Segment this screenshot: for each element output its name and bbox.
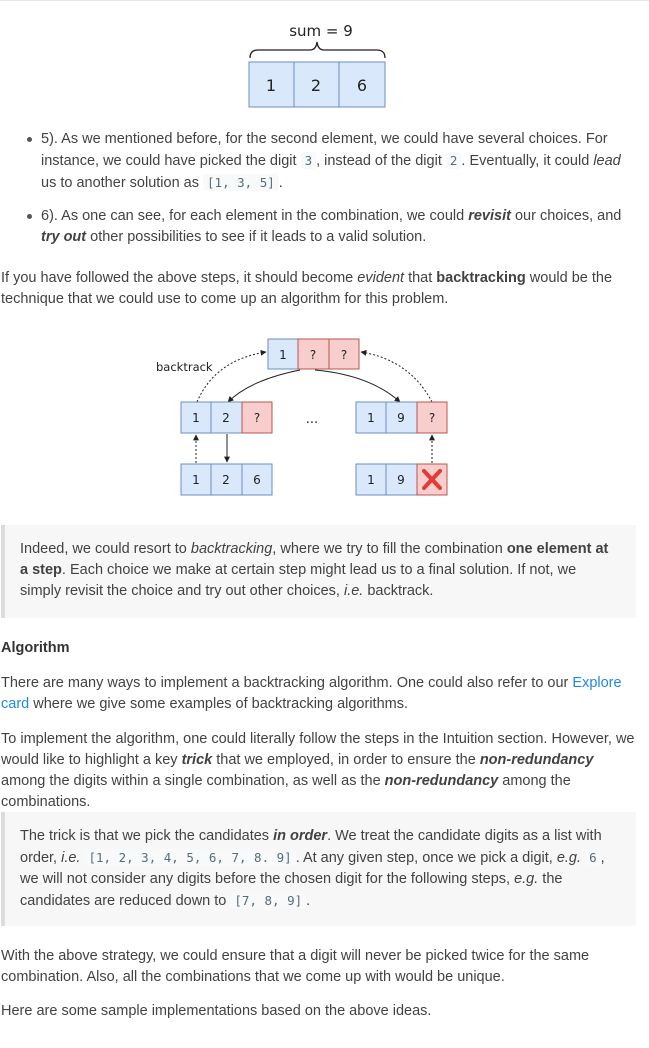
figure-backtracking-tree: 1 ? ? backtrack 1 2 ? ... 1 9 ? 1 2 6 1 …: [156, 338, 448, 496]
svg-text:6: 6: [253, 473, 261, 487]
top-divider: [0, 0, 649, 1]
ellipsis: ...: [306, 412, 318, 427]
cell-2-value: 2: [311, 76, 321, 95]
inline-code: [1, 3, 5]: [203, 174, 279, 191]
branch-right: [314, 369, 401, 403]
svg-text:1: 1: [367, 473, 375, 487]
backtrack-label: backtrack: [156, 360, 213, 374]
cell-2: [293, 61, 340, 108]
inline-code: [1, 2, 3, 4, 5, 6, 7, 8. 9]: [84, 849, 296, 866]
svg-text:1: 1: [279, 348, 287, 362]
top-cell-2: [297, 338, 330, 370]
blockquote-trick: The trick is that we pick the candidates…: [1, 812, 636, 926]
blockquote-backtracking: Indeed, we could resort to backtracking,…: [1, 525, 636, 618]
section-heading-algorithm: Algorithm: [1, 640, 70, 656]
bullet-step-5: 5). As we mentioned before, for the seco…: [27, 129, 631, 194]
cross-icon: [422, 469, 442, 490]
inline-code: [7, 8, 9]: [230, 892, 307, 909]
svg-text:1: 1: [367, 411, 375, 425]
paragraph-strategy: With the above strategy, we could ensure…: [1, 948, 590, 985]
svg-text:?: ?: [341, 348, 347, 362]
svg-text:?: ?: [429, 411, 435, 425]
svg-text:1: 1: [192, 411, 200, 425]
svg-text:?: ?: [254, 411, 260, 425]
inline-code: 2: [445, 152, 462, 169]
paragraph-ways-to-implement: There are many ways to implement a backt…: [1, 675, 622, 712]
explore-card-link[interactable]: Explore card: [1, 675, 622, 712]
backtrack-left: [196, 349, 267, 403]
cell-1-value: 1: [266, 76, 276, 95]
svg-text:1: 1: [192, 473, 200, 487]
svg-text:?: ?: [310, 348, 316, 362]
branch-left: [227, 369, 301, 403]
figure-sum-combination: sum = 9 1 2 6: [248, 22, 386, 108]
top-cell-3: [328, 338, 360, 370]
svg-text:9: 9: [397, 473, 405, 487]
svg-text:2: 2: [222, 473, 230, 487]
paragraph-evident-backtracking: If you have followed the above steps, it…: [1, 270, 613, 307]
backtrack-right: [360, 349, 433, 403]
cell-3: [338, 61, 386, 108]
cell-3-value: 6: [357, 76, 367, 95]
sum-label: sum = 9: [289, 22, 353, 40]
bullet-step-6: 6). As one can see, for each element in …: [27, 206, 631, 248]
top-cell-1: [267, 338, 299, 370]
paragraph-sample-implementations: Here are some sample implementations bas…: [1, 1003, 432, 1019]
paragraph-trick: To implement the algorithm, one could li…: [1, 731, 635, 810]
sum-brace: [249, 41, 386, 59]
cell-1: [248, 61, 295, 108]
inline-code: 3: [300, 152, 317, 169]
inline-code: 6: [585, 849, 601, 866]
svg-text:2: 2: [222, 411, 230, 425]
svg-text:9: 9: [397, 411, 405, 425]
